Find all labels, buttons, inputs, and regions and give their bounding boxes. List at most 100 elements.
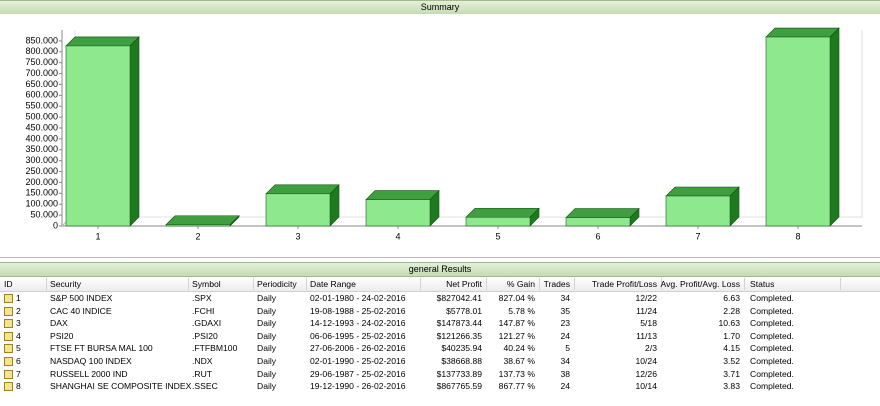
column-header: Avg. Profit/Avg. Loss — [660, 279, 740, 289]
table-cell: 3.83 — [723, 381, 740, 392]
table-cell: Completed. — [750, 330, 794, 341]
table-cell: .SSEC — [192, 381, 218, 392]
column-separator — [574, 278, 575, 290]
row-icon — [4, 382, 13, 392]
table-cell: PSI20 — [50, 330, 74, 341]
table-cell: 5/18 — [640, 318, 657, 329]
column-header: Status — [750, 279, 775, 289]
table-cell: S&P 500 INDEX — [50, 293, 113, 303]
table-cell: 4.15 — [723, 343, 740, 354]
table-cell: 6.63 — [723, 293, 740, 303]
y-tick-label: 550.000 — [25, 101, 58, 111]
bar-top — [665, 186, 740, 197]
y-tick-label: 350.000 — [25, 144, 58, 154]
table-cell: $137733.89 — [436, 368, 482, 379]
bar-front — [665, 195, 731, 227]
y-tick-label: 500.000 — [25, 111, 58, 121]
table-cell: 5.78 % — [508, 305, 535, 316]
bar-top — [765, 27, 840, 38]
row-icon — [4, 306, 13, 316]
table-cell: DAX — [50, 318, 68, 329]
table-cell: 35 — [560, 305, 570, 316]
x-tick-label: 2 — [195, 231, 200, 241]
table-cell: 137.73 % — [498, 368, 535, 379]
bar-front — [165, 224, 231, 227]
y-tick-label: 100.000 — [25, 199, 58, 209]
table-cell: Completed. — [750, 318, 794, 329]
y-tick-label: 850.000 — [25, 35, 58, 45]
table-cell: RUSSELL 2000 IND — [50, 368, 128, 379]
bar-front — [65, 45, 131, 227]
x-tick-label: 4 — [395, 231, 400, 241]
chart-panel: 0 50.000 100.000 150.000 200.000 250.000 300.0… — [0, 14, 880, 258]
y-tick-label: 450.000 — [25, 122, 58, 132]
table-cell: 02-01-1980 - 24-02-2016 — [310, 293, 406, 303]
y-tick-label: 750.000 — [25, 57, 58, 67]
table-cell: 4 — [16, 330, 21, 341]
bar-top — [465, 207, 540, 218]
bar — [165, 215, 240, 227]
bar — [765, 27, 840, 227]
table-cell: 34 — [560, 293, 570, 303]
table-cell: Completed. — [750, 305, 794, 316]
bar — [265, 184, 340, 227]
table-cell: CAC 40 INDICE — [50, 305, 112, 316]
table-cell: 19-08-1988 - 25-02-2016 — [310, 305, 406, 316]
table-cell: .FTFBM100 — [192, 343, 238, 354]
table-cell: 147.87 % — [498, 318, 535, 329]
y-tick-label: 200.000 — [25, 177, 58, 187]
row-icon — [4, 294, 13, 303]
bar-front — [365, 199, 431, 227]
column-separator — [744, 278, 745, 290]
table-cell: 867.77 % — [498, 381, 535, 392]
row-icon — [4, 344, 13, 354]
table-cell: SHANGHAI SE COMPOSITE INDEX — [50, 381, 192, 392]
y-tick-label: 300.000 — [25, 155, 58, 165]
table-cell: .RUT — [192, 368, 213, 379]
table-cell: 27-06-2006 - 26-02-2016 — [310, 343, 406, 354]
table-cell: 38.67 % — [503, 356, 535, 366]
table-cell: 5 — [16, 343, 21, 354]
bar — [365, 189, 440, 227]
bar — [465, 207, 540, 227]
bar-front — [765, 36, 831, 227]
table-cell: 11/13 — [636, 330, 657, 341]
column-separator — [661, 278, 662, 290]
x-tick-label: 5 — [495, 231, 500, 241]
table-cell: 12/26 — [635, 368, 657, 379]
table-cell: 8 — [16, 381, 21, 392]
table-cell: .FCHI — [192, 305, 215, 316]
table-cell: Completed. — [750, 343, 794, 354]
x-tick-label: 6 — [595, 231, 600, 241]
y-tick-label: 0 — [53, 220, 58, 230]
column-separator — [420, 278, 421, 290]
bar-front — [465, 216, 531, 227]
table-cell: .PSI20 — [192, 330, 218, 341]
column-separator — [46, 278, 47, 290]
table-cell: 19-12-1990 - 26-02-2016 — [310, 381, 406, 392]
table-cell: 1 — [16, 293, 21, 303]
x-tick-label: 3 — [295, 231, 300, 241]
table-cell: Daily — [257, 368, 277, 379]
bar — [65, 36, 140, 227]
table-cell: Daily — [257, 330, 277, 341]
table-cell: .NDX — [192, 356, 213, 366]
column-header: Date Range — [310, 279, 356, 289]
y-tick-label: 150.000 — [25, 188, 58, 198]
table-cell: Daily — [257, 343, 277, 354]
table-cell: 23 — [560, 318, 570, 329]
table-cell: 10.63 — [718, 318, 740, 329]
table-cell: 827.04 % — [498, 293, 535, 303]
results-table: ID Security Symbol Periodicity Date Range Net… — [0, 277, 880, 406]
table-cell: $40235.94 — [441, 343, 482, 354]
row-icon — [4, 369, 13, 379]
table-cell: $5778.01 — [446, 305, 482, 316]
table-cell: $121266.35 — [436, 330, 482, 341]
table-cell: 3.52 — [723, 356, 740, 366]
table-cell: 10/24 — [635, 356, 657, 366]
chart: 050.000100.000150.000200.000250.000300.0… — [25, 27, 863, 241]
table-cell: 2 — [16, 305, 21, 316]
table-cell: 02-01-1990 - 25-02-2016 — [310, 356, 406, 366]
table-cell: $867765.59 — [436, 381, 482, 392]
